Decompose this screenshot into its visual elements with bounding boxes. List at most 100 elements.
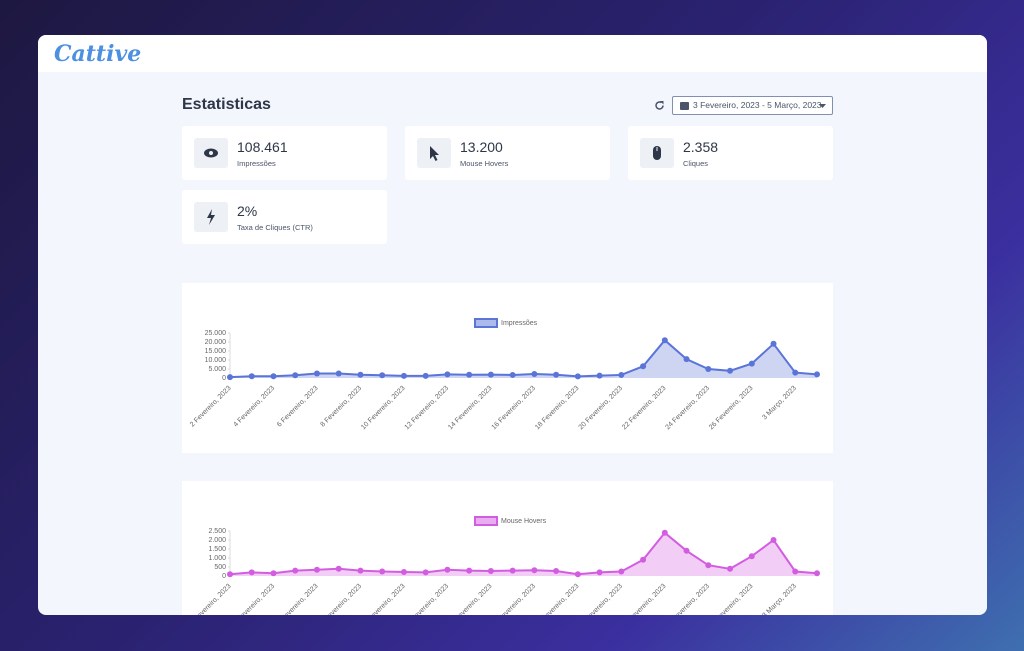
refresh-icon[interactable] (654, 100, 665, 111)
point (248, 569, 255, 576)
point (335, 565, 342, 572)
x-tick-label: 26 Fevereiro, 2023 (708, 385, 755, 432)
x-tick-label: 12 Fevereiro, 2023 (404, 583, 451, 615)
top-bar: Cattive (38, 35, 987, 72)
y-tick-label: 2.500 (208, 528, 226, 535)
stat-value: 2.358 (683, 139, 719, 155)
y-tick-label: 10.000 (205, 357, 227, 364)
stat-value: 2% (237, 203, 258, 219)
icon-box (194, 202, 228, 232)
x-tick-label: 14 Fevereiro, 2023 (447, 385, 494, 432)
x-tick-label: 6 Fevereiro, 2023 (276, 385, 320, 429)
point (727, 565, 734, 572)
date-range-picker[interactable]: 3 Fevereiro, 2023 - 5 Março, 2023 (672, 96, 833, 115)
stat-label: Cliques (683, 159, 709, 168)
point (422, 372, 429, 379)
point (596, 372, 603, 379)
point (379, 568, 386, 575)
point (509, 567, 516, 574)
date-range: 3 Fevereiro, 2023 - 5 Março, 2023 (693, 100, 822, 110)
point (748, 360, 755, 367)
x-tick-label: 8 Fevereiro, 2023 (319, 583, 363, 615)
legend: Impressões (474, 318, 538, 328)
point (357, 371, 364, 378)
point (487, 567, 494, 574)
point (748, 553, 755, 560)
calendar-icon (680, 102, 689, 110)
x-tick-label: 20 Fevereiro, 2023 (578, 385, 625, 432)
point (553, 567, 560, 574)
x-tick-label: 10 Fevereiro, 2023 (360, 583, 407, 615)
page-title: Estatisticas (182, 96, 271, 113)
x-tick-label: 22 Fevereiro, 2023 (621, 385, 668, 432)
stat-label: Taxa de Cliques (CTR) (237, 223, 313, 232)
legend-swatch[interactable] (474, 516, 498, 526)
point (444, 566, 451, 573)
stat-label: Impressões (237, 159, 276, 168)
point (422, 569, 429, 576)
y-tick-label: 20.000 (205, 339, 227, 346)
point (705, 366, 712, 372)
point (574, 373, 581, 380)
x-tick-label: 24 Fevereiro, 2023 (665, 583, 712, 615)
point (574, 571, 581, 578)
stat-value: 108.461 (237, 139, 288, 155)
point (770, 340, 777, 347)
x-tick-label: 26 Fevereiro, 2023 (708, 583, 755, 615)
x-tick-label: 2 Fevereiro, 2023 (189, 583, 233, 615)
legend-label[interactable]: Impressões (501, 320, 538, 327)
point (227, 374, 233, 381)
point (618, 568, 625, 575)
y-tick-label: 0 (222, 573, 226, 580)
point (379, 372, 386, 379)
point (400, 569, 407, 576)
point (400, 372, 407, 379)
area (230, 340, 817, 378)
point (270, 373, 277, 380)
x-tick-label: 24 Fevereiro, 2023 (665, 385, 712, 432)
chart-panel: 0 5.000 10.000 15.000 20.000 25.000 2 Fevereir… (182, 283, 833, 453)
point (683, 356, 690, 363)
point (487, 371, 494, 378)
point (357, 567, 364, 574)
x-tick-label: 10 Fevereiro, 2023 (360, 385, 407, 432)
legend: Mouse Hovers (474, 516, 547, 526)
point (640, 556, 647, 563)
x-tick-label: 2 Fevereiro, 2023 (189, 385, 233, 429)
chart: 0 5.000 10.000 15.000 20.000 25.000 2 Fevereir… (189, 318, 820, 432)
legend-label[interactable]: Mouse Hovers (501, 518, 547, 525)
point (792, 369, 799, 376)
x-tick-label: 4 Fevereiro, 2023 (232, 583, 276, 615)
y-tick-label: 1.500 (208, 546, 226, 553)
point (640, 363, 647, 370)
point (335, 370, 342, 377)
stat-card: 2.358 Cliques (628, 126, 833, 180)
stat-card: 108.461 Impressões (182, 126, 387, 180)
logo[interactable]: Cattive (54, 41, 142, 67)
point (292, 372, 299, 379)
x-tick-label: 20 Fevereiro, 2023 (578, 583, 625, 615)
icon-box (640, 138, 674, 168)
stat-card: 13.200 Mouse Hovers (405, 126, 610, 180)
point (248, 373, 255, 380)
point (531, 371, 538, 378)
x-tick-label: 16 Fevereiro, 2023 (491, 583, 538, 615)
point (618, 371, 625, 378)
line (229, 338, 818, 379)
x-tick-label: 16 Fevereiro, 2023 (491, 385, 538, 432)
point (270, 570, 277, 577)
point (444, 371, 451, 378)
x-tick-label: 18 Fevereiro, 2023 (534, 583, 581, 615)
point (770, 537, 777, 543)
x-tick-label: 3 Março, 2023 (761, 583, 798, 615)
y-tick-label: 2.000 (208, 537, 226, 544)
x-tick-label: 8 Fevereiro, 2023 (319, 385, 363, 429)
point (727, 367, 734, 374)
legend-swatch[interactable] (474, 318, 498, 328)
stat-label: Mouse Hovers (460, 159, 509, 168)
point (814, 371, 820, 378)
x-tick-label: 18 Fevereiro, 2023 (534, 385, 581, 432)
point (466, 567, 473, 574)
point (814, 570, 820, 577)
point (661, 337, 668, 344)
